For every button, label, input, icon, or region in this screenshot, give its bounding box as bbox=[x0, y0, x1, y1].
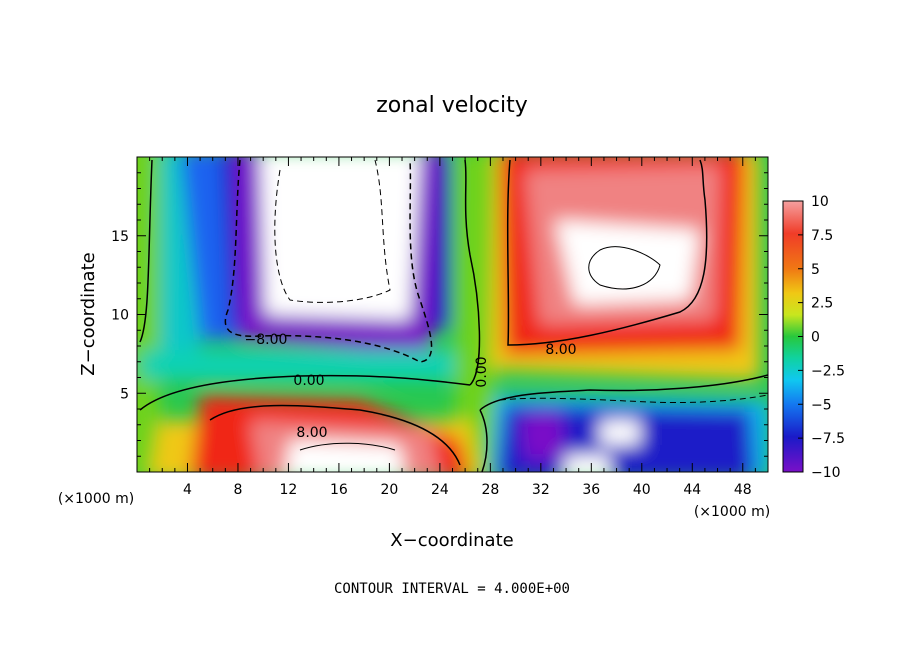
contour-label-plus8-lower: 8.00 bbox=[296, 425, 327, 441]
colorbar-tick-label: −2.5 bbox=[811, 363, 845, 379]
colorbar: 10 7.5 5 2.5 0 −2.5 −5 −7.5 −10 bbox=[782, 194, 845, 481]
contour-plus12-upper bbox=[588, 246, 661, 290]
contour-zero-left bbox=[139, 159, 153, 343]
colorbar-tick-label: 2.5 bbox=[811, 296, 833, 312]
colorbar-tick-label: 5 bbox=[811, 262, 820, 278]
contour-plus8-lower bbox=[209, 404, 461, 466]
x-tick-label: 8 bbox=[233, 482, 242, 498]
colorbar-tick-label: 7.5 bbox=[811, 228, 833, 244]
y-axis-label: Z−coordinate bbox=[78, 252, 99, 375]
contour-label-group: −8.00 0.00 0.00 8.00 8.00 bbox=[245, 332, 577, 441]
x-tick-label: 24 bbox=[431, 482, 449, 498]
x-tick-label: 16 bbox=[330, 482, 348, 498]
contour-plus8-upper bbox=[506, 159, 708, 346]
contour-zero-mid bbox=[139, 374, 471, 411]
x-tick-label: 28 bbox=[481, 482, 499, 498]
x-tick-label: 20 bbox=[380, 482, 398, 498]
x-tick-label: 40 bbox=[633, 482, 651, 498]
heatmap-field: −8.00 0.00 0.00 8.00 8.00 bbox=[137, 157, 768, 472]
contour-minus12 bbox=[274, 159, 391, 303]
x-unit-right: (×1000 m) bbox=[694, 504, 770, 520]
x-tick-label: 32 bbox=[532, 482, 550, 498]
x-tick-label: 36 bbox=[582, 482, 600, 498]
y-tick-label: 15 bbox=[111, 229, 129, 245]
colorbar-tick-label: −10 bbox=[811, 465, 841, 481]
x-axis-ticks: 4 8 12 16 20 24 28 32 36 40 44 48 bbox=[149, 157, 756, 498]
colorbar-tick-label: 10 bbox=[811, 194, 829, 210]
colorbar-tick-label: −7.5 bbox=[811, 431, 845, 447]
contour-zero-lower bbox=[479, 409, 488, 472]
contour-label-minus8: −8.00 bbox=[245, 332, 288, 348]
colorbar-tick-label: −5 bbox=[811, 397, 832, 413]
y-tick-label: 5 bbox=[120, 386, 129, 402]
x-tick-label: 48 bbox=[734, 482, 752, 498]
contour-zero-vertical bbox=[464, 159, 481, 386]
contour-plus12-lower bbox=[299, 442, 396, 451]
contour-label-zero-vertical: 0.00 bbox=[474, 356, 490, 387]
colorbar-tick-label: 0 bbox=[811, 330, 820, 346]
y-axis-ticks: 5 10 15 bbox=[111, 172, 768, 457]
contour-minus8 bbox=[224, 159, 433, 363]
field-blobs bbox=[137, 157, 768, 472]
contour-interval-note: CONTOUR INTERVAL = 4.000E+00 bbox=[334, 581, 570, 597]
y-tick-label: 10 bbox=[111, 308, 129, 324]
x-tick-label: 12 bbox=[280, 482, 298, 498]
contour-lines bbox=[139, 159, 768, 472]
contour-label-zero-mid: 0.00 bbox=[293, 373, 324, 389]
x-tick-label: 44 bbox=[683, 482, 701, 498]
colorbar-ticks: 10 7.5 5 2.5 0 −2.5 −5 −7.5 −10 bbox=[798, 194, 845, 481]
contour-zero-right bbox=[479, 374, 768, 411]
x-tick-label: 4 bbox=[183, 482, 192, 498]
chart-title: zonal velocity bbox=[376, 93, 528, 118]
x-unit-left: (×1000 m) bbox=[58, 491, 134, 507]
contour-label-plus8-upper: 8.00 bbox=[545, 342, 576, 358]
x-axis-label: X−coordinate bbox=[390, 530, 513, 551]
